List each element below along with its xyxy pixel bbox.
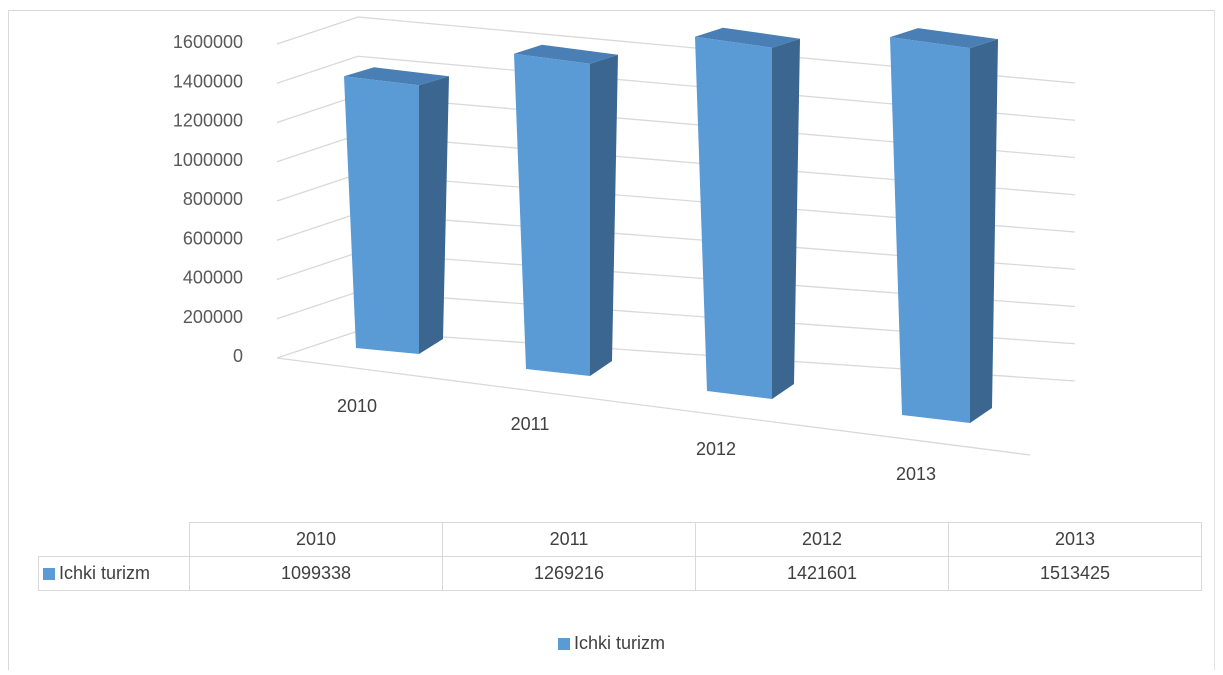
bars [344, 27, 998, 423]
data-table: 2010 2011 2012 2013 Ichki turizm 1099338… [38, 522, 1202, 591]
data-table-header-2012: 2012 [695, 522, 949, 557]
side-gridline [276, 173, 359, 202]
side-gridline [276, 94, 359, 124]
data-table-header-row: 2010 2011 2012 2013 [38, 522, 1202, 557]
x-tick-label: 2011 [511, 414, 550, 434]
x-tick-label: 2010 [337, 396, 377, 416]
x-tick-label: 2013 [896, 464, 936, 484]
side-gridline [276, 212, 359, 241]
x-tick-label: 2012 [696, 439, 736, 459]
bar-side [772, 38, 800, 399]
data-table-value-2011: 1269216 [442, 556, 696, 591]
data-table-value-2013: 1513425 [948, 556, 1202, 591]
bar-top [890, 28, 998, 49]
data-table-header-2013: 2013 [948, 522, 1202, 557]
y-tick-label: 400000 [183, 268, 243, 288]
data-table-value-2012: 1421601 [695, 556, 949, 591]
y-tick-label: 1000000 [173, 150, 243, 170]
data-table-series-label: Ichki turizm [38, 556, 190, 591]
y-tick-label: 200000 [183, 307, 243, 327]
y-tick-label: 1400000 [173, 71, 243, 91]
y-tick-label: 0 [233, 346, 243, 366]
bar [514, 53, 590, 377]
data-table-corner [38, 522, 190, 557]
bar-top [514, 44, 618, 64]
data-table-series-row: Ichki turizm 1099338 1269216 1421601 151… [38, 556, 1202, 591]
bar-side [590, 54, 618, 377]
legend-swatch-icon [43, 568, 55, 580]
x-axis-labels: 2010 2011 2012 2013 [337, 396, 936, 484]
data-table-series-name: Ichki turizm [59, 563, 151, 583]
bar [890, 37, 970, 423]
side-gridline [276, 134, 359, 163]
bar-side [970, 39, 998, 423]
bar [344, 76, 419, 354]
y-tick-label: 1600000 [173, 32, 243, 52]
y-tick-label: 1200000 [173, 111, 243, 131]
data-table-header-2011: 2011 [442, 522, 696, 557]
y-axis-ticks: 0 200000 400000 600000 800000 1000000 1200000 1… [173, 32, 243, 366]
data-table-header-2010: 2010 [189, 522, 443, 557]
legend-swatch-icon [557, 638, 570, 650]
side-gridline [276, 55, 359, 84]
y-tick-label: 600000 [183, 228, 243, 248]
bar [695, 36, 772, 399]
legend-label: Ichki turizm [573, 633, 665, 653]
legend: Ichki turizm [0, 633, 1223, 654]
bar-side [419, 76, 449, 354]
side-gridline [276, 330, 359, 359]
data-table-value-2010: 1099338 [189, 556, 443, 591]
bar-top [695, 27, 800, 48]
chart-area [8, 10, 1215, 670]
bar-top [344, 67, 449, 86]
side-gridline [276, 251, 359, 281]
side-gridline [276, 16, 359, 45]
floor-edge [276, 357, 1031, 456]
y-tick-label: 800000 [183, 189, 243, 209]
side-gridline [276, 291, 359, 320]
